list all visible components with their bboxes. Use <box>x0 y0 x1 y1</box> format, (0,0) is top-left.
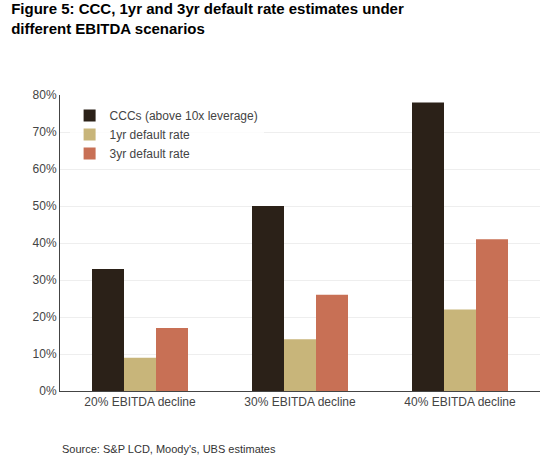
svg-text:CCCs (above 10x leverage): CCCs (above 10x leverage) <box>110 109 258 123</box>
svg-text:40%: 40% <box>33 236 57 250</box>
svg-text:20% EBITDA decline: 20% EBITDA decline <box>84 395 196 409</box>
svg-text:Figure 5: CCC, 1yr and 3yr def: Figure 5: CCC, 1yr and 3yr default rate … <box>11 0 404 37</box>
svg-text:Source: S&P LCD, Moody's, UBS: Source: S&P LCD, Moody's, UBS estimates <box>62 443 276 455</box>
svg-text:30% EBITDA decline: 30% EBITDA decline <box>244 395 356 409</box>
svg-text:10%: 10% <box>33 347 57 361</box>
svg-text:70%: 70% <box>33 125 57 139</box>
svg-text:20%: 20% <box>33 310 57 324</box>
svg-text:40% EBITDA decline: 40% EBITDA decline <box>404 395 516 409</box>
svg-text:80%: 80% <box>33 88 57 102</box>
svg-text:1yr default rate: 1yr default rate <box>110 128 190 142</box>
svg-text:30%: 30% <box>33 273 57 287</box>
svg-text:0%: 0% <box>39 384 57 398</box>
svg-text:60%: 60% <box>33 162 57 176</box>
svg-text:3yr default rate: 3yr default rate <box>110 147 190 161</box>
svg-text:50%: 50% <box>33 199 57 213</box>
